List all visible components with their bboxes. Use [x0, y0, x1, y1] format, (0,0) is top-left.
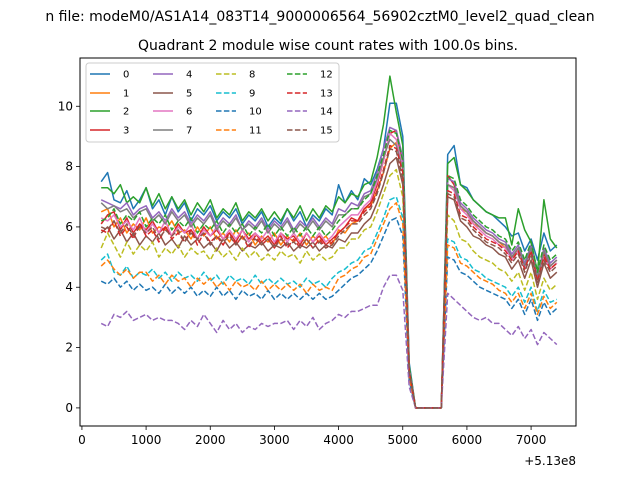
legend-label-15: 15 — [320, 126, 333, 137]
x-tick-label: 7000 — [516, 433, 547, 447]
series-line-15 — [100, 147, 558, 409]
legend-label-6: 6 — [186, 107, 192, 118]
x-tick-label: 5000 — [387, 433, 418, 447]
series-line-14 — [100, 274, 558, 409]
legend-label-8: 8 — [249, 70, 255, 81]
figure-suptitle: n file: modeM0/AS1A14_083T14_9000006564_… — [45, 9, 594, 25]
series-line-10 — [100, 217, 558, 409]
x-tick-label: 0 — [78, 433, 86, 447]
y-tick-label: 6 — [65, 220, 73, 234]
y-tick-label: 8 — [65, 160, 73, 174]
x-offset-label: +5.13e8 — [524, 454, 576, 468]
legend-label-10: 10 — [249, 107, 262, 118]
series-line-9 — [100, 196, 558, 409]
x-tick-label: 4000 — [323, 433, 354, 447]
y-tick-label: 0 — [65, 401, 73, 415]
legend-label-3: 3 — [123, 126, 129, 137]
x-tick-label: 1000 — [131, 433, 162, 447]
legend-label-1: 1 — [123, 89, 129, 100]
y-axis: 0 2 4 6 8 10 — [58, 99, 80, 415]
series-line-6 — [100, 132, 558, 409]
y-tick-label: 10 — [58, 99, 73, 113]
legend-label-11: 11 — [249, 126, 262, 137]
y-tick-label: 2 — [65, 341, 73, 355]
series-line-7 — [100, 138, 558, 409]
x-tick-label: 2000 — [195, 433, 226, 447]
legend-label-5: 5 — [186, 89, 192, 100]
series-line-12 — [100, 129, 558, 409]
chart-title: Quadrant 2 module wise count rates with … — [138, 38, 518, 54]
legend-label-14: 14 — [320, 107, 333, 118]
x-axis: 0 1000 2000 3000 4000 5000 6000 7000 — [78, 426, 546, 447]
series-line-13 — [100, 144, 558, 409]
series-line-4 — [100, 126, 558, 409]
y-tick-label: 4 — [65, 280, 73, 294]
legend-label-2: 2 — [123, 107, 129, 118]
legend-label-4: 4 — [186, 70, 192, 81]
legend-label-7: 7 — [186, 126, 192, 137]
series-line-11 — [100, 202, 558, 409]
legend-label-9: 9 — [249, 89, 255, 100]
x-tick-label: 6000 — [452, 433, 483, 447]
series-line-2 — [101, 75, 558, 409]
x-tick-label: 3000 — [259, 433, 290, 447]
legend-label-0: 0 — [123, 70, 129, 81]
series-layer — [100, 75, 558, 409]
axes-frame — [79, 57, 577, 427]
legend-frame — [85, 62, 340, 143]
series-line-8 — [100, 168, 558, 409]
legend-label-12: 12 — [320, 70, 333, 81]
legend-label-13: 13 — [320, 89, 333, 100]
